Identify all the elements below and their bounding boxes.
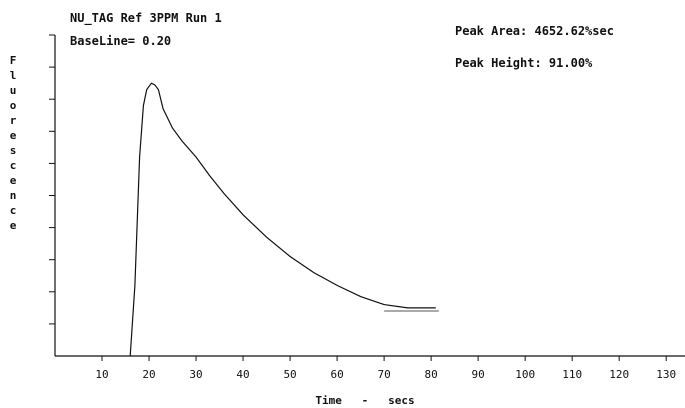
y-axis-title-letter: c xyxy=(10,204,17,217)
y-axis-title-letter: e xyxy=(10,219,17,232)
x-tick-label: 60 xyxy=(330,368,343,381)
x-tick-label: 100 xyxy=(515,368,535,381)
x-tick-label: 30 xyxy=(189,368,202,381)
y-axis-title-letter: r xyxy=(10,114,17,127)
y-axis-title-letter: s xyxy=(10,144,17,157)
x-tick-label: 120 xyxy=(609,368,629,381)
y-axis-title-letter: c xyxy=(10,159,17,172)
x-tick-label: 10 xyxy=(95,368,108,381)
x-tick-label: 50 xyxy=(283,368,296,381)
y-axis-title-letter: l xyxy=(10,69,17,82)
x-tick-label: 110 xyxy=(562,368,582,381)
x-tick-label: 130 xyxy=(656,368,676,381)
x-tick-label: 70 xyxy=(377,368,390,381)
peak-area-label: Peak Area: 4652.62%sec xyxy=(455,24,614,38)
x-tick-label: 20 xyxy=(142,368,155,381)
y-axis-title-letter: F xyxy=(10,54,17,67)
y-axis-title-letter: o xyxy=(10,99,17,112)
x-axis-title: Time - secs xyxy=(315,394,414,407)
x-tick-label: 90 xyxy=(472,368,485,381)
peak-height-label: Peak Height: 91.00% xyxy=(455,56,593,70)
x-tick-label: 80 xyxy=(424,368,437,381)
baseline-label: BaseLine= 0.20 xyxy=(70,34,171,48)
x-axis-ticks: 10 20 30 40 50 60 70 80 90 100 110 120 130 xyxy=(95,356,676,381)
x-tick-label: 40 xyxy=(236,368,249,381)
y-axis-title-letter: e xyxy=(10,174,17,187)
y-axis-title-letter: u xyxy=(10,84,17,97)
y-axis-title-letter: n xyxy=(10,189,17,202)
fluorescence-trace xyxy=(129,82,436,357)
y-axis-ticks xyxy=(49,34,55,325)
y-axis-title-letter: e xyxy=(10,129,17,142)
run-title: NU_TAG Ref 3PPM Run 1 xyxy=(70,11,222,26)
